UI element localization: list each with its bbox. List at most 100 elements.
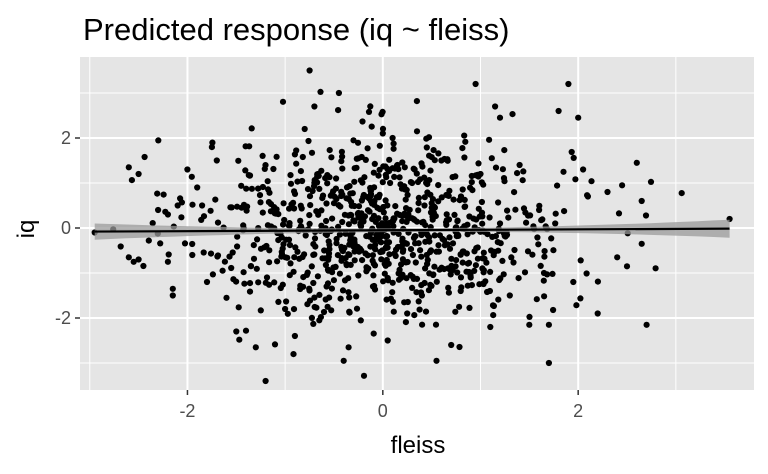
data-point — [342, 255, 349, 262]
data-point — [446, 245, 454, 252]
data-point — [541, 293, 548, 300]
data-point — [421, 279, 428, 287]
data-point — [311, 103, 318, 110]
data-point — [242, 167, 249, 174]
data-point — [427, 281, 434, 288]
data-point — [360, 372, 368, 379]
data-point — [256, 192, 264, 199]
data-point — [474, 255, 481, 262]
data-point — [565, 80, 572, 88]
data-point — [271, 279, 278, 286]
data-point — [462, 203, 469, 210]
data-point — [422, 308, 430, 315]
data-point — [378, 256, 385, 263]
data-point — [246, 143, 253, 150]
data-point — [240, 269, 247, 276]
data-point — [505, 214, 512, 221]
data-point — [382, 197, 389, 204]
data-point — [398, 261, 405, 268]
data-point — [323, 283, 330, 290]
data-point — [479, 220, 486, 227]
data-point — [417, 289, 425, 296]
data-point — [415, 194, 422, 201]
data-point — [233, 278, 240, 285]
data-point — [418, 231, 425, 239]
data-point — [500, 271, 507, 278]
data-point — [310, 251, 317, 258]
data-point — [614, 254, 621, 261]
data-point — [267, 208, 274, 215]
data-point — [501, 178, 508, 185]
data-point — [273, 210, 280, 217]
data-point — [456, 197, 463, 204]
data-point — [209, 139, 216, 146]
data-point — [358, 153, 365, 161]
data-point — [412, 259, 419, 266]
data-point — [382, 215, 389, 222]
data-point — [157, 240, 164, 247]
data-point — [387, 295, 394, 302]
data-point — [519, 177, 526, 184]
data-point — [487, 323, 494, 331]
data-point — [343, 262, 350, 269]
data-point — [247, 263, 255, 270]
data-point — [238, 182, 245, 189]
data-point — [469, 187, 476, 194]
data-point — [371, 282, 378, 290]
data-point — [266, 189, 273, 196]
data-point — [262, 162, 269, 169]
data-point — [536, 202, 543, 209]
data-point — [294, 178, 301, 185]
data-point — [345, 212, 352, 219]
data-point — [580, 166, 587, 173]
data-point — [510, 189, 518, 196]
data-point — [304, 186, 312, 193]
data-point — [393, 246, 400, 253]
data-point — [332, 263, 339, 270]
data-point — [298, 205, 305, 212]
data-point — [548, 235, 555, 242]
data-point — [343, 195, 350, 202]
data-point — [241, 280, 248, 287]
data-point — [399, 218, 406, 225]
data-point — [296, 255, 303, 262]
data-point — [448, 341, 455, 349]
data-point — [478, 179, 485, 186]
data-point — [329, 215, 336, 222]
data-point — [411, 312, 418, 319]
data-point — [345, 289, 352, 296]
data-point — [310, 320, 317, 327]
data-point — [573, 302, 580, 309]
data-point — [402, 319, 409, 326]
data-point — [353, 293, 360, 300]
data-point — [291, 190, 299, 197]
data-point — [125, 164, 132, 171]
data-point — [537, 262, 544, 269]
data-point — [386, 156, 393, 163]
data-point — [369, 252, 376, 259]
data-point — [316, 291, 323, 298]
data-point — [415, 200, 422, 207]
data-point — [281, 216, 288, 224]
data-point — [554, 182, 561, 189]
data-point — [250, 255, 258, 262]
data-point — [135, 170, 142, 178]
data-point — [414, 178, 422, 186]
data-point — [315, 211, 322, 218]
data-point — [458, 284, 465, 291]
data-point — [619, 182, 626, 189]
data-point — [496, 114, 504, 121]
data-point — [461, 132, 468, 139]
data-point — [279, 98, 287, 105]
data-point — [445, 216, 453, 223]
data-point — [380, 278, 387, 285]
data-point — [446, 187, 453, 194]
data-point — [310, 279, 317, 287]
data-point — [488, 247, 495, 254]
data-point — [125, 254, 132, 261]
data-point — [355, 203, 363, 210]
data-point — [490, 312, 497, 319]
data-point — [643, 321, 650, 328]
data-point — [583, 270, 590, 277]
data-point — [407, 179, 414, 186]
